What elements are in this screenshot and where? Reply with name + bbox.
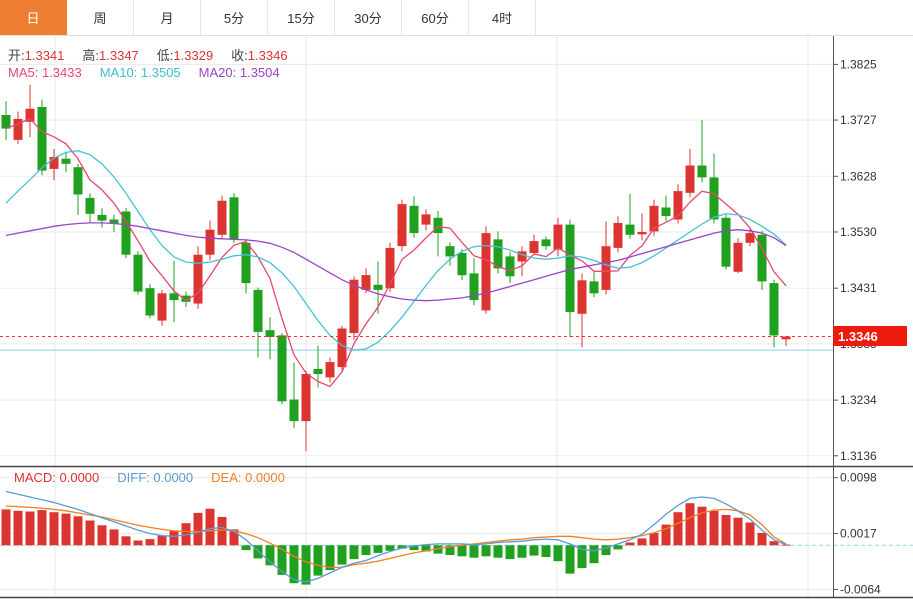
period-tabs: 日周月 5分 15分 30分 60分 4时 bbox=[0, 0, 913, 36]
tab-week[interactable]: 周 bbox=[67, 0, 134, 35]
legend-item: MA5: 1.3433 bbox=[8, 65, 82, 80]
ma20-line bbox=[5, 222, 787, 302]
legend-value: 1.3329 bbox=[173, 48, 214, 63]
macd-histogram bbox=[1, 503, 791, 585]
tab-5min[interactable]: 5分 bbox=[201, 0, 268, 35]
legend-item: DEA: 0.0000 bbox=[211, 470, 285, 485]
ohlc-legend: 开:1.3341 高:1.3347 低:1.3329 收:1.3346 bbox=[8, 45, 288, 64]
y-axis-label: 1.3530 bbox=[840, 225, 877, 239]
legend-item: DIFF: 0.0000 bbox=[117, 470, 194, 485]
tab-15min[interactable]: 15分 bbox=[268, 0, 335, 35]
current-price-value: 1.3346 bbox=[838, 328, 878, 344]
ma-legend: MA5: 1.3433 MA10: 1.3505 MA20: 1.3504 bbox=[8, 65, 280, 80]
tab-60min[interactable]: 60分 bbox=[402, 0, 469, 35]
legend-value: 1.3347 bbox=[99, 48, 139, 63]
y-axis-label: 1.3234 bbox=[840, 393, 877, 407]
legend-label: 低: bbox=[156, 48, 174, 63]
legend-item: 收:1.3346 bbox=[231, 45, 287, 64]
y-axis-label: -0.0064 bbox=[840, 582, 881, 596]
y-axis-label: 1.3825 bbox=[840, 57, 877, 71]
current-price-badge: 1.3346 bbox=[833, 326, 907, 347]
legend-value: 1.3346 bbox=[247, 48, 288, 63]
legend-item: 高:1.3347 bbox=[82, 45, 138, 64]
macd-legend: MACD: 0.0000 DIFF: 0.0000 DEA: 0.0000 bbox=[14, 470, 285, 485]
ma10-line bbox=[5, 150, 787, 351]
legend-label: 开: bbox=[8, 48, 25, 63]
legend-item: MACD: 0.0000 bbox=[14, 470, 100, 485]
y-axis-label: 1.3628 bbox=[840, 169, 877, 183]
legend-item: MA10: 1.3505 bbox=[99, 65, 181, 80]
candles-group bbox=[1, 84, 791, 452]
y-axis-label: 1.3727 bbox=[840, 113, 877, 127]
ma5-line bbox=[5, 117, 787, 388]
legend-item: 开:1.3341 bbox=[8, 45, 64, 64]
y-axis-label: 1.3431 bbox=[840, 281, 877, 295]
legend-value: 1.3341 bbox=[24, 48, 65, 63]
tab-month[interactable]: 月 bbox=[134, 0, 201, 35]
y-axis-label: 0.0098 bbox=[840, 471, 877, 485]
dea-line bbox=[5, 505, 787, 569]
legend-item: MA20: 1.3504 bbox=[198, 65, 280, 80]
legend-label: 高: bbox=[82, 48, 100, 63]
y-axis-label: 0.0017 bbox=[840, 527, 877, 541]
tab-4hour[interactable]: 4时 bbox=[469, 0, 536, 35]
tab-day[interactable]: 日 bbox=[0, 0, 67, 35]
legend-label: 收: bbox=[231, 48, 248, 63]
tab-30min[interactable]: 30分 bbox=[335, 0, 402, 35]
y-axis-label: 1.3136 bbox=[840, 449, 877, 463]
legend-item: 低:1.3329 bbox=[157, 45, 213, 64]
diff-line bbox=[5, 490, 787, 583]
